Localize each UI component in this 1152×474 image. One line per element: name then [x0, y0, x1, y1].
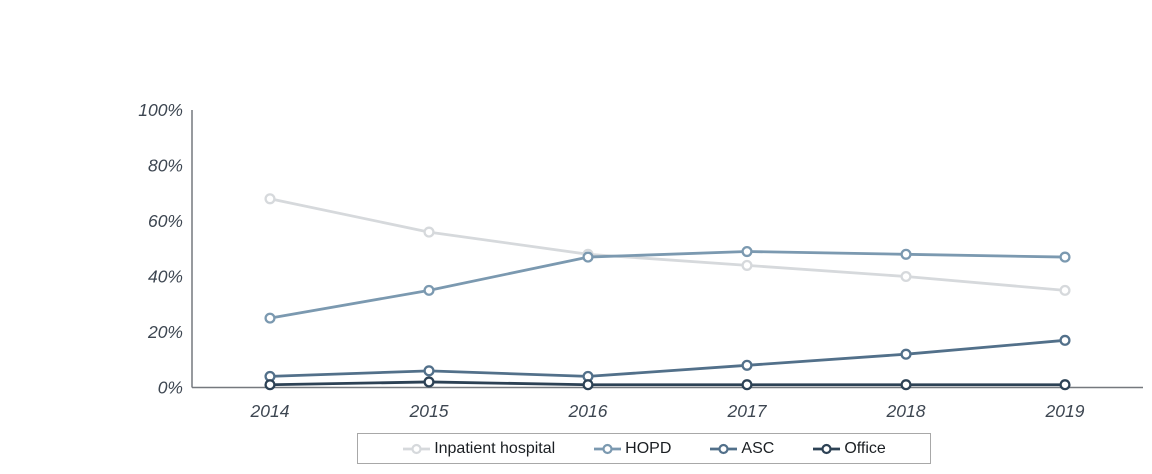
data-point-hopd-2015 [423, 284, 435, 296]
data-point-inpatient-hospital-2015 [423, 226, 435, 238]
legend-label: HOPD [625, 439, 672, 457]
data-point-hopd-2019 [1059, 251, 1071, 263]
data-point-asc-2015 [423, 365, 435, 377]
legend: Inpatient hospital HOPD ASC Office [357, 433, 931, 464]
legend-item-hopd: HOPD [593, 440, 671, 458]
legend-label: Office [844, 439, 886, 457]
legend-item-inpatient-hospital: Inpatient hospital [402, 440, 555, 458]
legend-label: Inpatient hospital [434, 439, 556, 457]
y-tick-label: 80% [148, 156, 183, 176]
data-point-asc-2018 [900, 348, 912, 360]
series-line-inpatient-hospital [268, 197, 1067, 292]
data-point-asc-2019 [1059, 334, 1071, 346]
data-point-hopd-2014 [264, 312, 276, 324]
legend-item-asc: ASC [709, 440, 774, 458]
data-point-inpatient-hospital-2019 [1059, 284, 1071, 296]
y-tick-label: 0% [158, 378, 183, 398]
y-tick-label: 60% [148, 211, 183, 231]
x-tick-label: 2015 [409, 401, 449, 421]
data-point-hopd-2017 [741, 245, 753, 258]
data-point-hopd-2016 [582, 251, 594, 263]
series-line-hopd [268, 250, 1067, 320]
series-line-office [268, 380, 1067, 387]
x-tick-label: 2017 [727, 401, 768, 421]
plot-svg: 0% 20% 40% 60% 80% 100% 2014 2015 2016 2017 2018 20… [138, 100, 1143, 421]
data-point-office-2019 [1059, 379, 1071, 391]
data-point-office-2016 [582, 379, 594, 391]
data-point-inpatient-hospital-2014 [264, 193, 276, 205]
legend-marker-asc-icon [710, 443, 738, 454]
data-point-office-2018 [900, 379, 912, 391]
y-tick-label: 100% [138, 100, 183, 120]
x-tick-label: 2016 [568, 401, 608, 421]
data-point-inpatient-hospital-2018 [900, 270, 912, 283]
legend-label: ASC [741, 439, 775, 457]
x-tick-label: 2014 [250, 401, 290, 421]
data-point-office-2017 [741, 379, 753, 391]
x-tick-label: 2018 [886, 401, 926, 421]
legend-marker-hopd-icon [594, 443, 622, 454]
legend-marker-inpatient-hospital-icon [403, 443, 431, 454]
y-tick-label: 20% [147, 322, 183, 342]
y-tick-label: 40% [148, 267, 183, 287]
data-point-hopd-2018 [900, 248, 912, 260]
data-point-office-2015 [423, 376, 435, 388]
data-point-inpatient-hospital-2017 [741, 259, 753, 271]
series-line-asc [268, 338, 1067, 378]
data-point-asc-2017 [741, 359, 753, 371]
legend-marker-office-icon [813, 443, 841, 454]
legend-item-office: Office [812, 440, 886, 458]
x-tick-label: 2019 [1045, 401, 1085, 421]
data-point-office-2014 [264, 379, 276, 391]
